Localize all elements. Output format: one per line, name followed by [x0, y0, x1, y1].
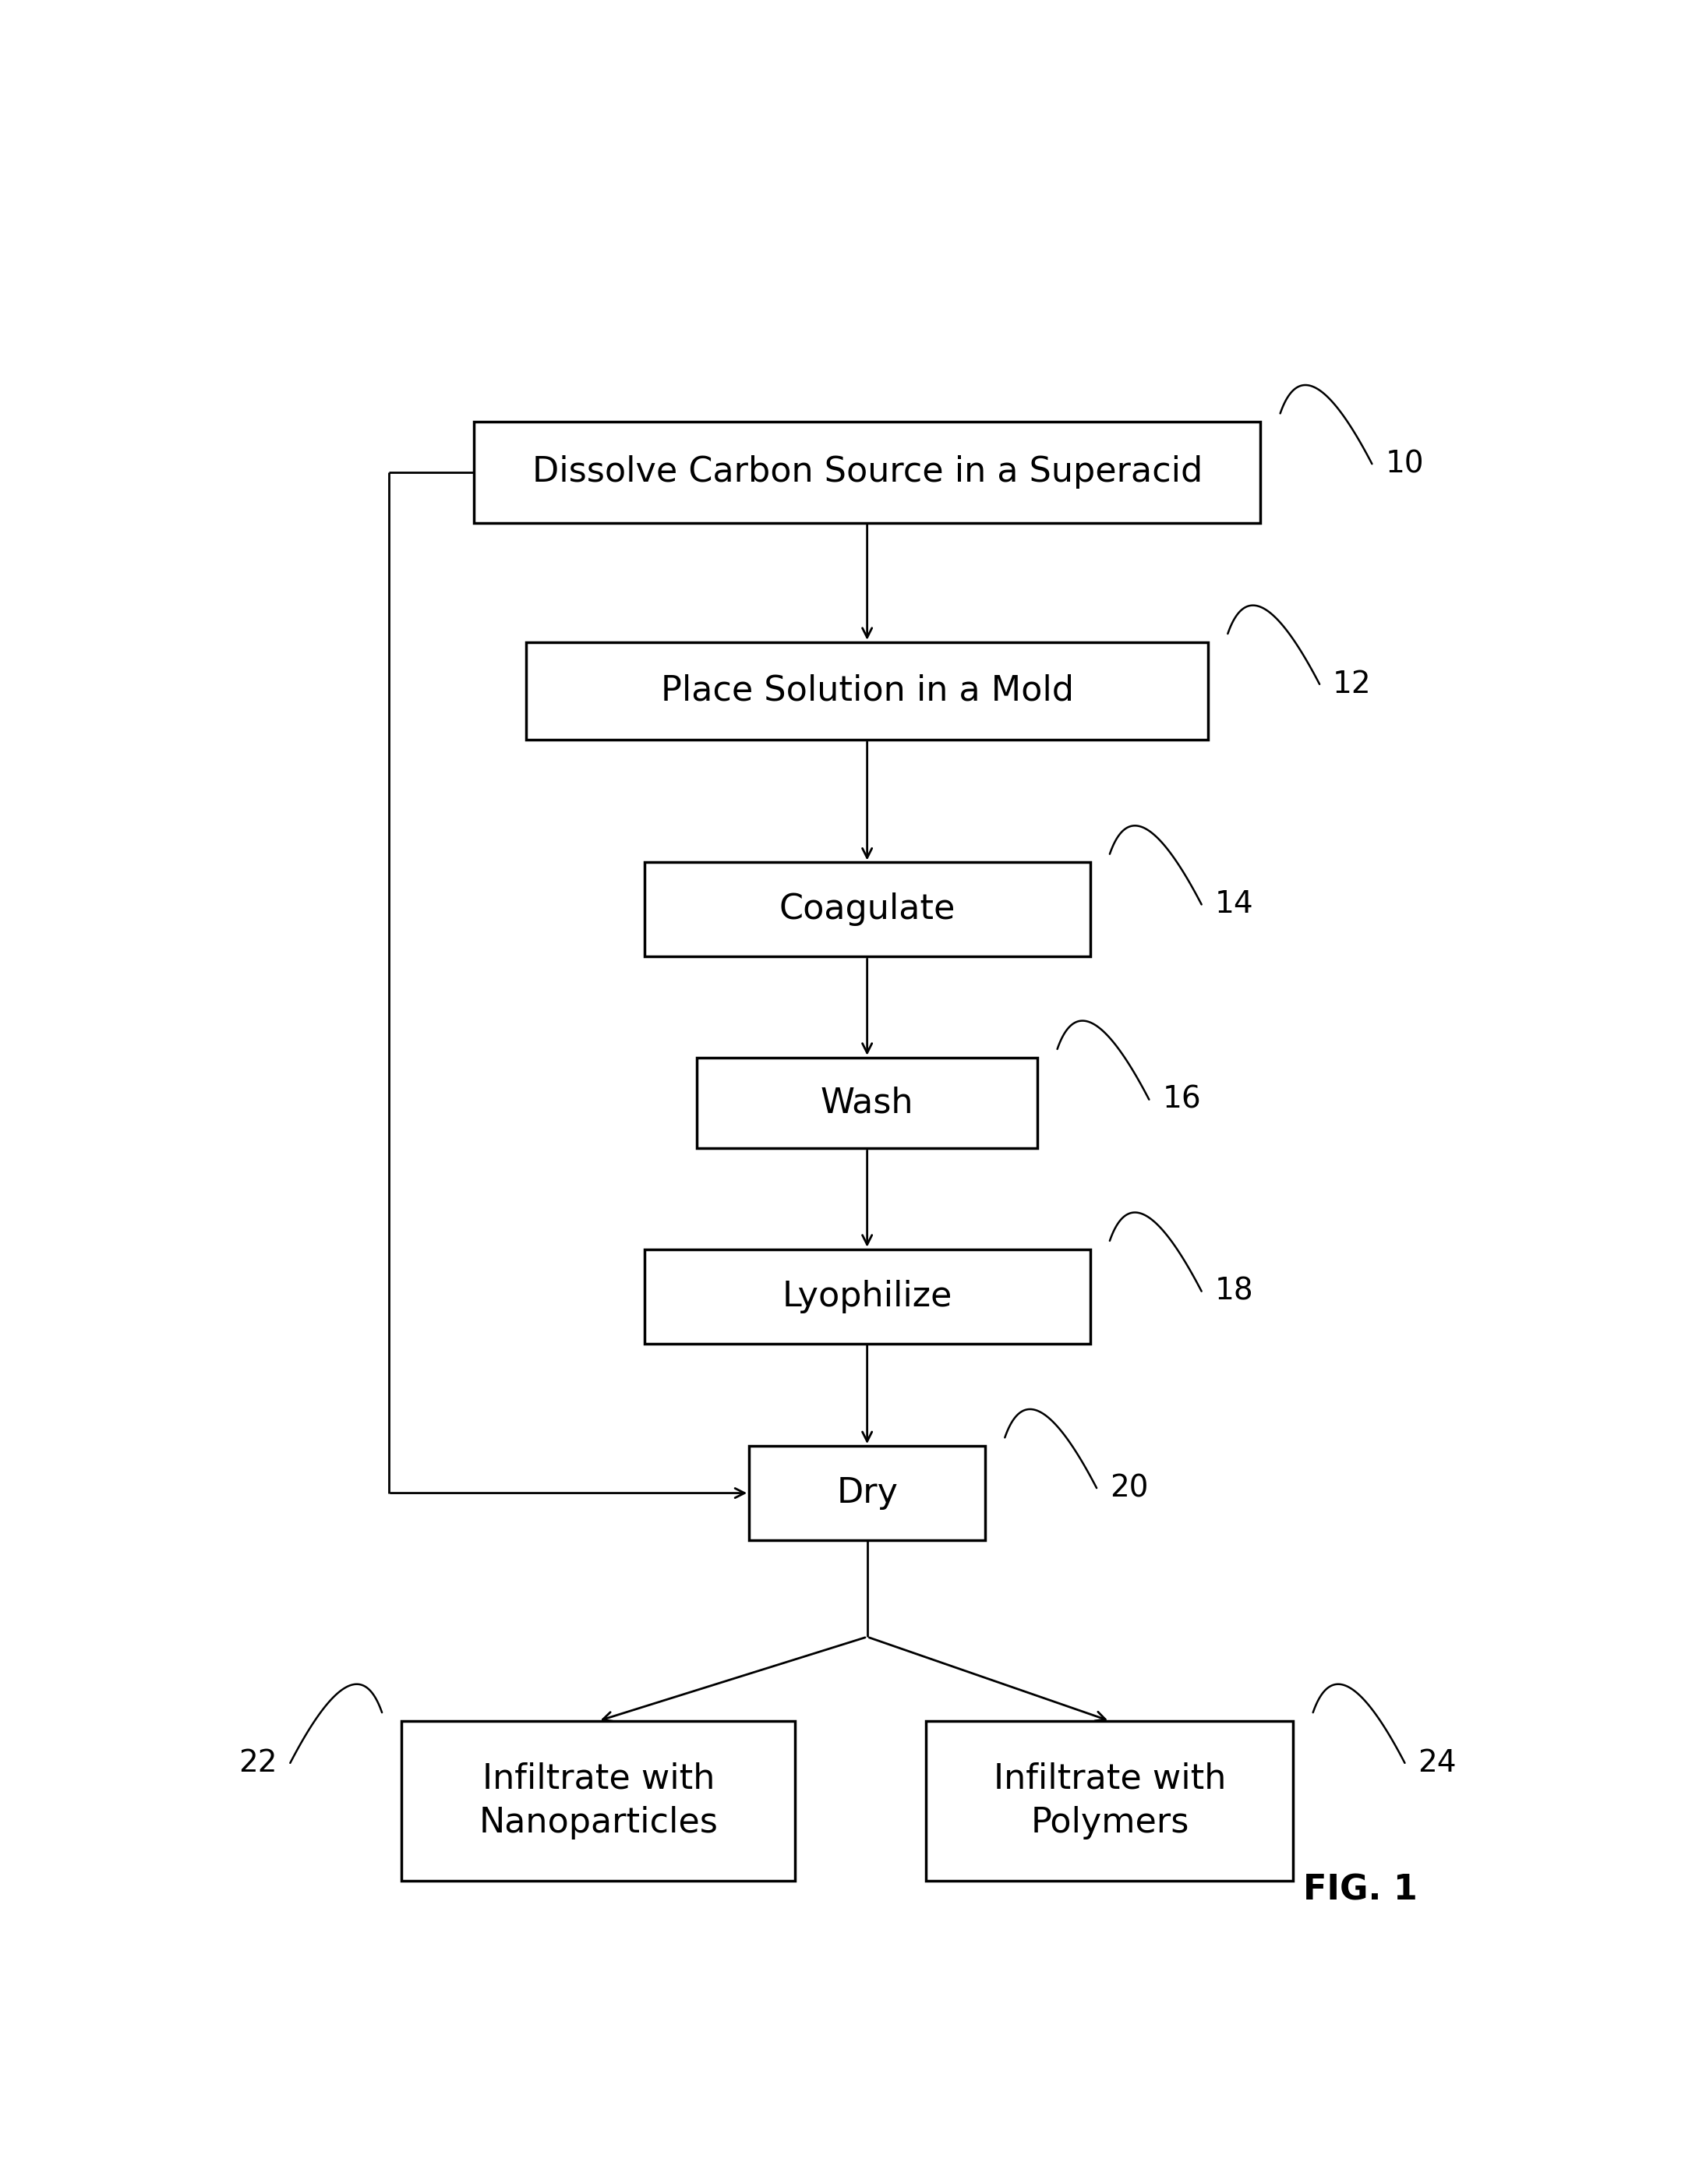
- Text: Infiltrate with
Polymers: Infiltrate with Polymers: [993, 1762, 1227, 1839]
- Text: 24: 24: [1418, 1747, 1457, 1778]
- Text: Wash: Wash: [821, 1085, 914, 1120]
- FancyBboxPatch shape: [474, 422, 1261, 522]
- Text: 14: 14: [1215, 889, 1254, 919]
- Text: Coagulate: Coagulate: [778, 893, 956, 926]
- FancyBboxPatch shape: [750, 1446, 985, 1540]
- Text: 20: 20: [1110, 1474, 1149, 1503]
- Text: 12: 12: [1333, 668, 1371, 699]
- Text: Infiltrate with
Nanoparticles: Infiltrate with Nanoparticles: [479, 1762, 717, 1839]
- FancyBboxPatch shape: [401, 1721, 795, 1880]
- Text: Dissolve Carbon Source in a Superacid: Dissolve Carbon Source in a Superacid: [531, 456, 1203, 489]
- Text: Dry: Dry: [836, 1476, 898, 1509]
- Text: FIG. 1: FIG. 1: [1303, 1874, 1418, 1907]
- FancyBboxPatch shape: [645, 863, 1090, 957]
- Text: 22: 22: [239, 1747, 277, 1778]
- Text: Lyophilize: Lyophilize: [782, 1280, 953, 1313]
- Text: 16: 16: [1162, 1085, 1201, 1114]
- FancyBboxPatch shape: [926, 1721, 1293, 1880]
- Text: 18: 18: [1215, 1275, 1254, 1306]
- FancyBboxPatch shape: [645, 1249, 1090, 1343]
- Text: Place Solution in a Mold: Place Solution in a Mold: [660, 675, 1074, 708]
- FancyBboxPatch shape: [697, 1057, 1037, 1149]
- Text: 10: 10: [1386, 450, 1423, 478]
- FancyBboxPatch shape: [526, 642, 1208, 740]
